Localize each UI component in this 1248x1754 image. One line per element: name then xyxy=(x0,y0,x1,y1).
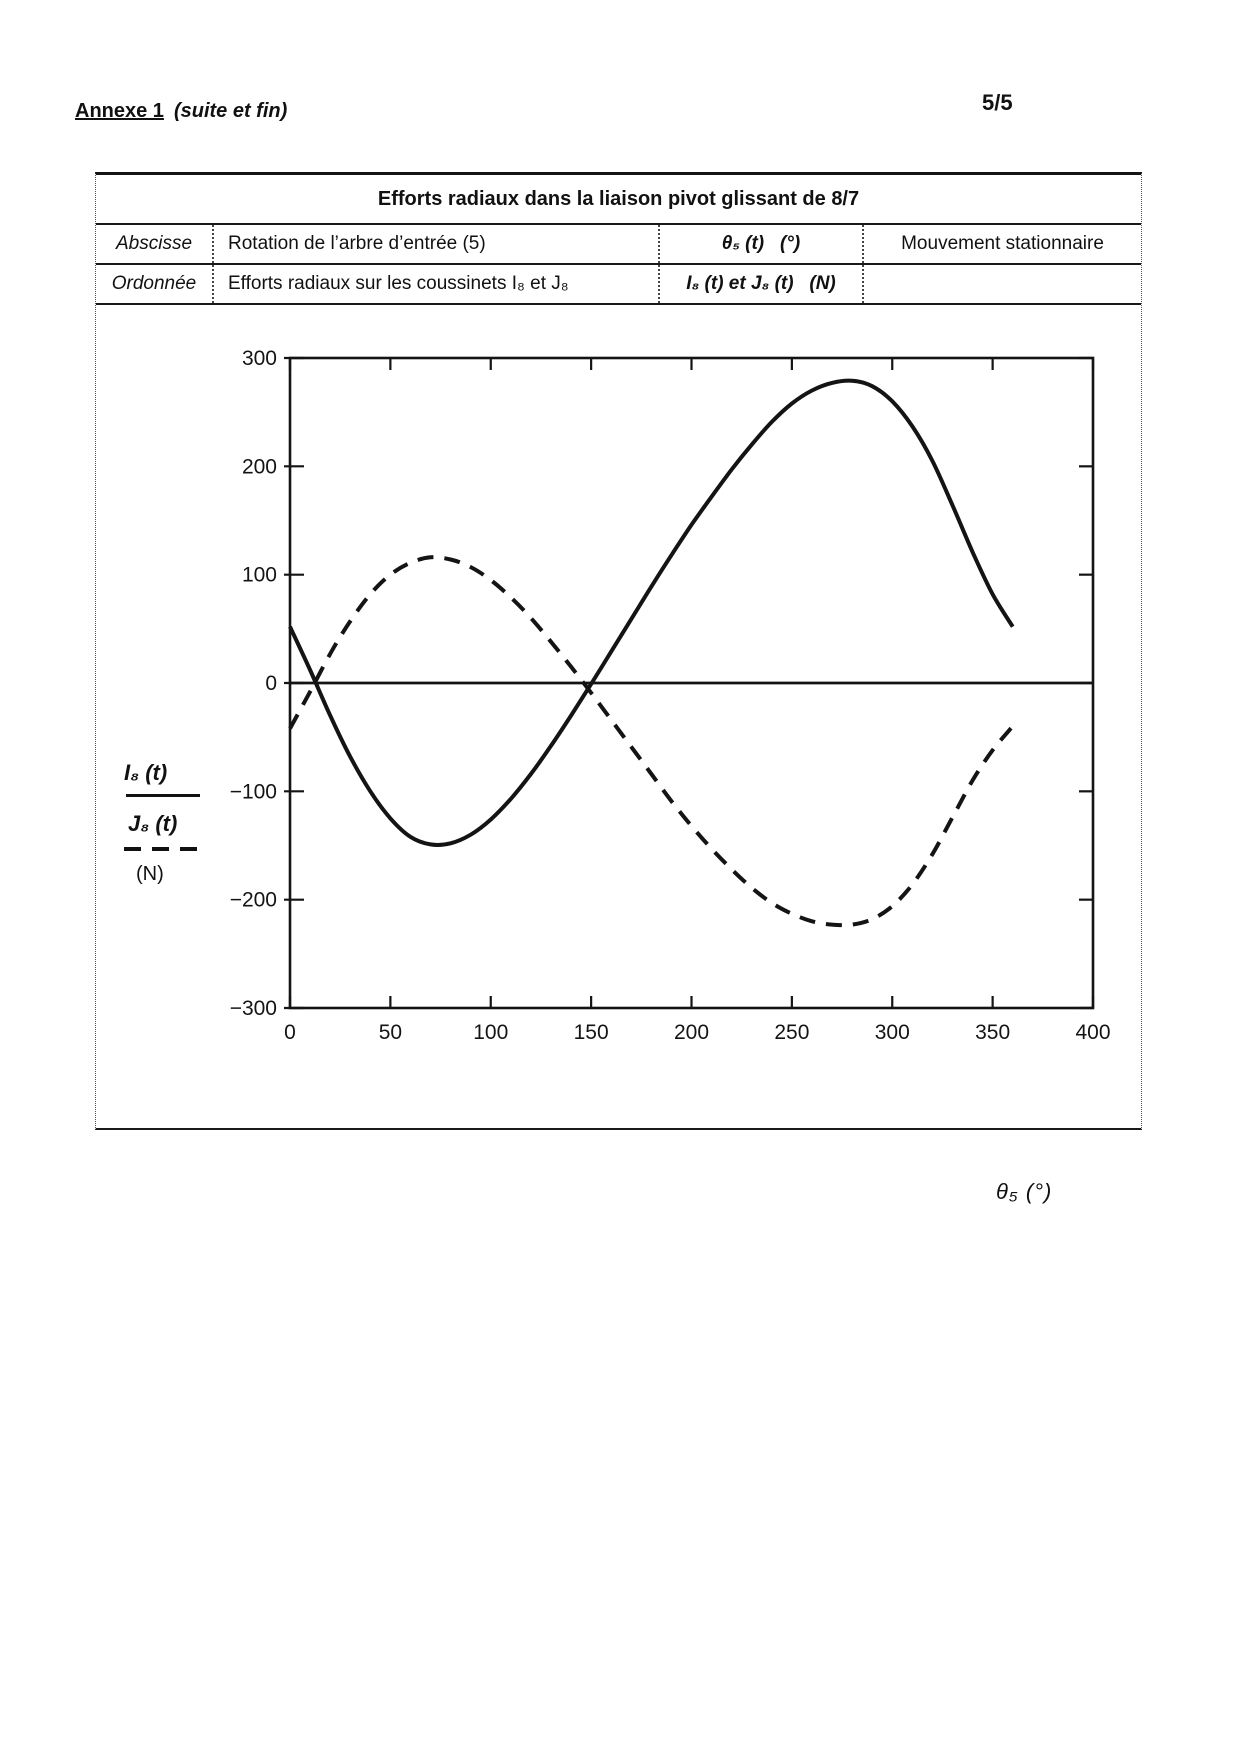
annex-label: Annexe 1 xyxy=(75,100,164,122)
y-tick-label: −300 xyxy=(230,997,277,1020)
x-tick-label: 350 xyxy=(975,1021,1010,1044)
table-row-abscisse: Abscisse Rotation de l’arbre d’entrée (5… xyxy=(96,225,1141,265)
chart-title: Efforts radiaux dans la liaison pivot gl… xyxy=(96,175,1141,225)
abscissa-symbol: θ₅ (t) (°) xyxy=(660,225,864,263)
y-tick-label: −100 xyxy=(230,780,277,803)
y-tick-label: 300 xyxy=(242,347,277,370)
x-tick-label: 150 xyxy=(574,1021,609,1044)
legend-dashed-line-sample xyxy=(124,847,204,851)
annex-suffix: (suite et fin) xyxy=(173,100,288,122)
series-curve-1 xyxy=(288,378,1015,847)
x-tick-label: 300 xyxy=(875,1021,910,1044)
x-tick-label: 200 xyxy=(674,1021,709,1044)
legend-series1-label: I₈ (t) xyxy=(124,760,168,785)
y-tick-label: −200 xyxy=(230,889,277,912)
series-curve-2 xyxy=(288,555,1015,928)
chart: 0 50 100 150 200 250 300 350 400 300 200 100 0 −100 −2… xyxy=(230,347,1111,1044)
legend-unit-label: (N) xyxy=(136,863,164,885)
annex-heading: Annexe 1 (suite et fin) xyxy=(75,100,287,123)
legend-solid-line-sample xyxy=(126,794,200,797)
abscissa-description: Rotation de l’arbre d’entrée (5) xyxy=(214,225,660,263)
table-row-ordonnee: Ordonnée Efforts radiaux sur les coussin… xyxy=(96,265,1141,305)
axes: 0 50 100 150 200 250 300 350 400 300 200 100 0 −100 −2… xyxy=(230,347,1111,1044)
x-tick-label: 100 xyxy=(473,1021,508,1044)
y-tick-label: 0 xyxy=(265,672,277,695)
x-tick-label: 250 xyxy=(774,1021,809,1044)
x-tick-label: 0 xyxy=(284,1021,296,1044)
ordinate-note xyxy=(864,265,1141,303)
page-number: 5/5 xyxy=(982,90,1013,115)
chart-descriptor-table: Efforts radiaux dans la liaison pivot gl… xyxy=(96,175,1141,305)
abscissa-note: Mouvement stationnaire xyxy=(901,233,1104,254)
ordinate-symbol: I₈ (t) et J₈ (t) (N) xyxy=(660,265,864,303)
x-axis-label: θ₅ (°) xyxy=(996,1179,1053,1204)
chart-area: 0 50 100 150 200 250 300 350 400 300 200 100 0 −100 −2… xyxy=(96,305,1143,1204)
y-tick-label: 100 xyxy=(242,564,277,587)
ordinate-description: Efforts radiaux sur les coussinets I₈ et… xyxy=(214,265,660,303)
figure-box: Efforts radiaux dans la liaison pivot gl… xyxy=(95,172,1143,1204)
row-label: Abscisse xyxy=(96,225,214,263)
y-tick-label: 200 xyxy=(242,455,277,478)
row-label: Ordonnée xyxy=(96,265,214,303)
x-tick-label: 50 xyxy=(379,1021,402,1044)
x-tick-label: 400 xyxy=(1075,1021,1110,1044)
legend-series2-label: J₈ (t) xyxy=(128,811,178,836)
chart-legend: I₈ (t) J₈ (t) (N) xyxy=(118,760,268,886)
